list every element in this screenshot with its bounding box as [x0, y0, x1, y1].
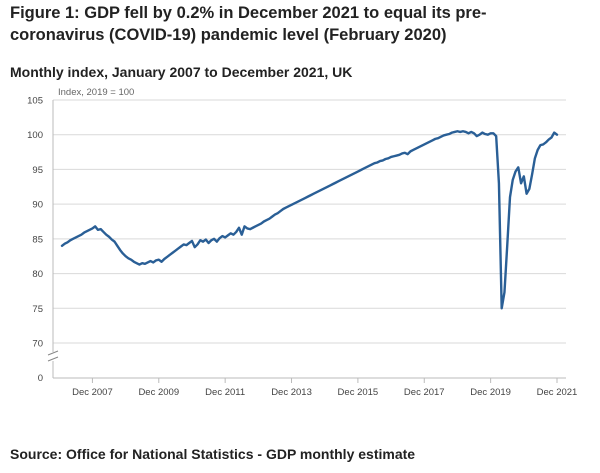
chart-subtitle: Monthly index, January 2007 to December … — [10, 64, 353, 80]
y-tick-label: 75 — [32, 304, 43, 315]
y-tick-label: 85 — [32, 234, 43, 245]
y-tick-label: 80 — [32, 269, 43, 280]
x-tick-label: Dec 2017 — [404, 387, 445, 398]
x-tick-label: Dec 2021 — [537, 387, 578, 398]
y-axis-zero-label: 0 — [38, 373, 43, 384]
y-axis-ticks: 105 100 95 90 85 80 75 70 — [27, 96, 43, 350]
x-axis-ticks: Dec 2007 Dec 2009 Dec 2011 Dec 2013 Dec 2015… — [72, 378, 577, 398]
y-tick-label: 100 — [27, 130, 43, 141]
x-tick-label: Dec 2013 — [271, 387, 312, 398]
y-axis-unit-label: Index, 2019 = 100 — [58, 87, 134, 98]
x-tick-label: Dec 2007 — [72, 387, 113, 398]
chart-title: Figure 1: GDP fell by 0.2% in December 2… — [10, 4, 487, 44]
x-tick-label: Dec 2015 — [338, 387, 379, 398]
y-tick-label: 70 — [32, 339, 43, 350]
y-tick-label: 90 — [32, 200, 43, 211]
y-tick-label: 95 — [32, 165, 43, 176]
x-tick-label: Dec 2011 — [205, 387, 245, 398]
y-tick-label: 105 — [27, 96, 43, 107]
gdp-series-line — [60, 130, 559, 310]
x-tick-label: Dec 2019 — [470, 387, 511, 398]
x-tick-label: Dec 2009 — [138, 387, 179, 398]
gridlines — [53, 99, 566, 344]
axis-break-marker — [47, 350, 59, 362]
source-note: Source: Office for National Statistics -… — [10, 446, 416, 462]
